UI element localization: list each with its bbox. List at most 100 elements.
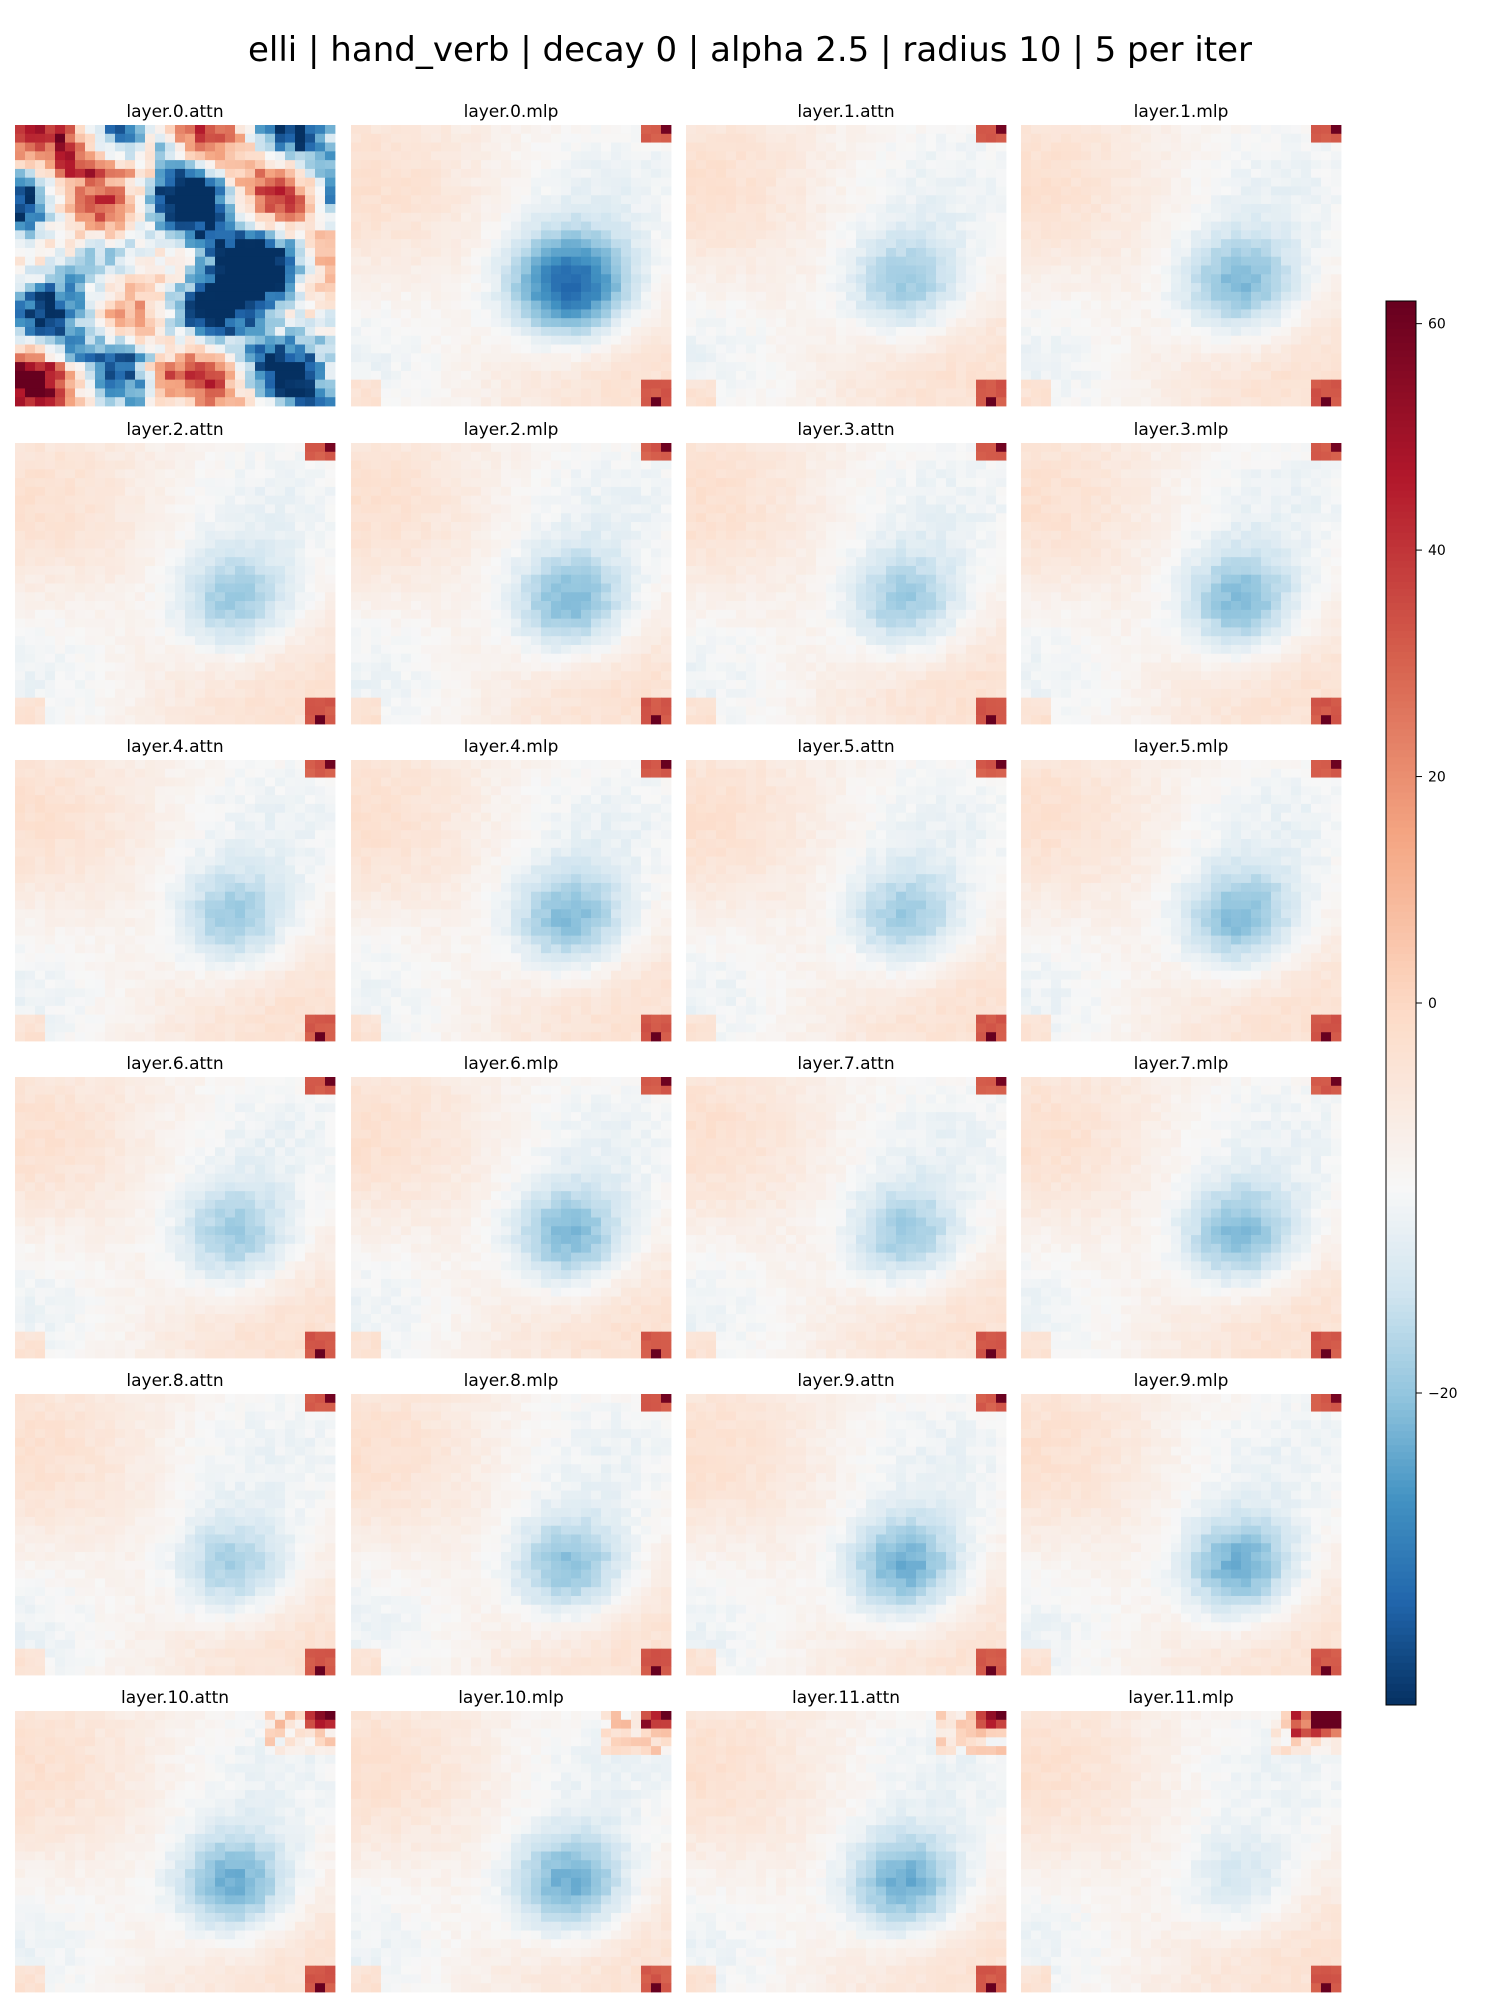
heatmap-cell (305, 388, 316, 398)
heatmap-cell (776, 168, 787, 179)
heatmap-cell (776, 265, 787, 275)
heatmap-cell (175, 388, 186, 398)
heatmap-cell (65, 160, 76, 170)
heatmap-cell (746, 379, 757, 389)
heatmap-cell (1271, 247, 1282, 258)
heatmap-cell (511, 362, 522, 372)
heatmap-cell (621, 168, 632, 179)
heatmap-cell (1251, 379, 1262, 389)
heatmap-cell (25, 335, 36, 345)
heatmap-cell (856, 318, 867, 328)
heatmap-cell (591, 291, 602, 302)
heatmap-cell (966, 160, 977, 170)
heatmap-cell (305, 247, 316, 258)
heatmap-cell (15, 460, 26, 470)
heatmap-cell (381, 239, 392, 249)
heatmap-cell (255, 344, 266, 354)
heatmap-cell (1211, 186, 1222, 196)
heatmap-cell (936, 283, 947, 293)
heatmap-cell (766, 204, 777, 214)
heatmap-cell (115, 636, 126, 646)
heatmap-cell (1151, 274, 1162, 284)
heatmap-cell (996, 335, 1007, 345)
heatmap-cell (746, 212, 757, 222)
heatmap-cell (105, 300, 116, 310)
heatmap-cell (85, 592, 96, 602)
heatmap-cell (621, 318, 632, 328)
heatmap-cell (35, 195, 46, 205)
heatmap-cell (381, 142, 392, 152)
heatmap-cell (686, 177, 697, 187)
heatmap-cell (956, 230, 967, 240)
heatmap-cell (215, 565, 226, 576)
heatmap-cell (305, 397, 316, 407)
heatmap-cell (906, 397, 917, 407)
heatmap-cell (906, 195, 917, 205)
heatmap-cell (1101, 125, 1112, 135)
heatmap-cell (501, 335, 512, 345)
heatmap-cell (1271, 335, 1282, 345)
heatmap-cell (1201, 177, 1212, 187)
heatmap-cell (1061, 151, 1072, 161)
heatmap-cell (1131, 195, 1142, 205)
heatmap-cell (351, 168, 362, 179)
heatmap-cell (1161, 230, 1172, 240)
heatmap-cell (541, 204, 552, 214)
heatmap-cell (1041, 309, 1052, 319)
heatmap-cell (391, 291, 402, 302)
heatmap-cell (896, 265, 907, 275)
heatmap-cell (1031, 335, 1042, 345)
heatmap-cell (1241, 142, 1252, 152)
heatmap-cell (481, 142, 492, 152)
heatmap-cell (205, 469, 216, 479)
heatmap-cell (1311, 186, 1322, 196)
heatmap-cell (145, 335, 156, 345)
heatmap-cell (135, 680, 146, 690)
heatmap-cell (491, 344, 502, 354)
heatmap-cell (351, 204, 362, 214)
heatmap-cell (381, 204, 392, 214)
heatmap-cell (806, 212, 817, 222)
heatmap-cell (431, 388, 442, 398)
heatmap-cell (305, 530, 316, 540)
heatmap-cell (796, 239, 807, 249)
heatmap-cell (295, 133, 306, 143)
heatmap-cell (175, 318, 186, 328)
heatmap-cell (265, 460, 276, 470)
heatmap-cell (185, 204, 196, 214)
heatmap-cell (651, 247, 662, 258)
heatmap-cell (245, 239, 256, 249)
heatmap-cell (145, 513, 156, 523)
heatmap-cell (135, 478, 146, 488)
heatmap-cell (836, 353, 847, 363)
heatmap-cell (235, 680, 246, 690)
heatmap-cell (205, 539, 216, 549)
heatmap-cell (776, 397, 787, 407)
heatmap-cell (95, 548, 106, 558)
heatmap-cell (1031, 344, 1042, 354)
heatmap-cell (561, 309, 572, 319)
heatmap-cell (325, 379, 336, 389)
heatmap-cell (806, 142, 817, 152)
heatmap-cell (1191, 309, 1202, 319)
heatmap-cell (1201, 283, 1212, 293)
heatmap-cell (135, 125, 146, 135)
heatmap-cell (325, 326, 336, 337)
heatmap-cell (661, 151, 672, 161)
heatmap-cell (145, 195, 156, 205)
heatmap-cell (421, 186, 432, 196)
heatmap-cell (1191, 256, 1202, 266)
heatmap-cell (471, 204, 482, 214)
heatmap-cell (361, 125, 372, 135)
heatmap-cell (245, 160, 256, 170)
heatmap-cell (471, 125, 482, 135)
heatmap-cell (1171, 362, 1182, 372)
heatmap-cell (611, 125, 622, 135)
heatmap-cell (255, 133, 266, 143)
heatmap-cell (651, 274, 662, 284)
heatmap-cell (205, 344, 216, 354)
heatmap-cell (756, 274, 767, 284)
heatmap-cell (846, 195, 857, 205)
heatmap-cell (1221, 160, 1232, 170)
heatmap-cell (1051, 133, 1062, 143)
